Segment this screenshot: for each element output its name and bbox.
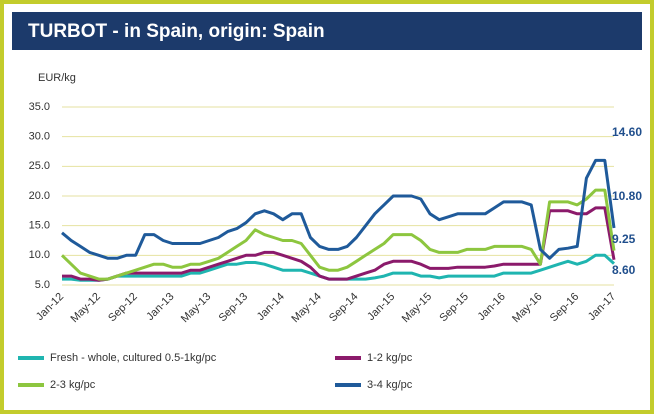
y-axis-label: EUR/kg (38, 72, 76, 84)
end-label: 9.25 (612, 232, 636, 246)
legend-label: 1-2 kg/pc (367, 352, 413, 364)
y-tick-label: 5.0 (35, 279, 50, 291)
legend-label: Fresh - whole, cultured 0.5-1kg/pc (50, 352, 217, 364)
series-line (61, 158, 616, 260)
y-tick-label: 10.0 (29, 249, 50, 261)
end-label: 14.60 (612, 125, 642, 139)
legend-label: 3-4 kg/pc (367, 379, 413, 391)
legend-label: 2-3 kg/pc (50, 379, 96, 391)
y-tick-label: 30.0 (29, 131, 50, 143)
end-label: 8.60 (612, 263, 636, 277)
series-line (62, 206, 616, 282)
title-bar (12, 12, 642, 50)
y-tick-label: 15.0 (29, 220, 50, 232)
chart-title: TURBOT - in Spain, origin: Spain (28, 21, 325, 42)
y-tick-label: 25.0 (29, 160, 50, 172)
end-label: 10.80 (612, 189, 642, 203)
y-tick-label: 35.0 (29, 101, 50, 113)
series-line (60, 188, 616, 281)
y-tick-label: 20.0 (29, 190, 50, 202)
